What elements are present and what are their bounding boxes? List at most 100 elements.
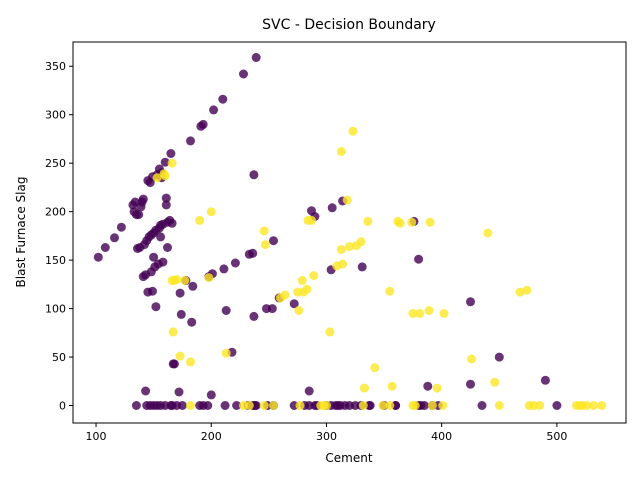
y-tick-label: 50 <box>52 351 66 364</box>
data-point-class-0 <box>249 311 259 321</box>
data-point-class-1 <box>204 273 214 283</box>
data-point-class-1 <box>269 401 278 410</box>
x-tick-label: 400 <box>431 430 452 443</box>
data-point-class-1 <box>410 401 420 410</box>
data-point-class-0 <box>249 170 259 180</box>
data-point-class-1 <box>408 309 418 318</box>
y-axis-ticks: 0 50 100 150 200 250 300 350 <box>45 60 73 413</box>
data-point-class-1 <box>180 276 190 285</box>
data-point-class-0 <box>239 69 248 79</box>
data-point-class-1 <box>425 217 435 227</box>
data-point-class-0 <box>174 387 184 397</box>
data-point-class-0 <box>166 149 176 158</box>
data-point-class-1 <box>186 401 195 410</box>
x-axis-label: Cement <box>325 451 372 465</box>
data-point-class-1 <box>432 383 442 393</box>
y-tick-label: 150 <box>45 254 66 267</box>
data-point-class-1 <box>167 158 177 168</box>
data-point-class-1 <box>244 401 254 410</box>
data-point-class-0 <box>187 317 197 327</box>
data-point-class-0 <box>110 233 119 243</box>
data-point-class-1 <box>395 218 405 228</box>
data-point-class-0 <box>134 210 144 220</box>
data-point-class-0 <box>131 401 141 410</box>
y-tick-label: 200 <box>45 206 66 219</box>
data-point-class-0 <box>206 390 216 400</box>
y-tick-label: 100 <box>45 303 66 316</box>
data-point-class-0 <box>169 359 179 369</box>
data-point-class-0 <box>186 136 195 146</box>
data-point-class-0 <box>175 288 185 298</box>
data-point-class-0 <box>540 375 550 385</box>
data-point-class-0 <box>220 401 230 410</box>
data-point-class-0 <box>177 401 187 410</box>
data-point-class-1 <box>195 215 205 225</box>
data-point-class-0 <box>198 119 208 129</box>
data-point-class-0 <box>151 302 161 312</box>
data-point-class-1 <box>152 173 162 183</box>
data-point-class-1 <box>186 357 195 367</box>
data-point-class-1 <box>385 286 395 296</box>
data-point-class-1 <box>385 401 395 410</box>
data-point-class-1 <box>427 401 437 410</box>
data-point-class-0 <box>477 401 487 410</box>
data-point-class-1 <box>363 216 373 226</box>
data-point-class-1 <box>360 383 369 393</box>
data-point-class-1 <box>483 228 493 238</box>
data-point-class-0 <box>176 309 186 319</box>
data-point-class-1 <box>370 363 380 373</box>
x-tick-label: 100 <box>86 430 107 443</box>
data-point-class-1 <box>575 401 585 410</box>
data-point-class-1 <box>467 354 477 364</box>
chart-title: SVC - Decision Boundary <box>262 17 436 33</box>
data-point-class-1 <box>336 245 346 254</box>
x-tick-label: 300 <box>316 430 337 443</box>
y-tick-label: 300 <box>45 109 66 122</box>
data-point-class-0 <box>100 243 110 252</box>
data-point-class-1 <box>589 401 599 410</box>
data-point-class-1 <box>206 207 216 217</box>
data-point-class-1 <box>407 217 417 227</box>
data-point-class-0 <box>138 194 148 204</box>
data-point-class-1 <box>535 401 545 410</box>
data-point-class-1 <box>415 309 425 318</box>
data-point-class-0 <box>414 254 424 264</box>
data-point-class-0 <box>219 264 229 274</box>
y-tick-label: 250 <box>45 157 66 170</box>
data-point-class-1 <box>336 147 346 156</box>
data-point-class-1 <box>259 401 269 410</box>
data-point-class-1 <box>280 290 290 300</box>
data-point-class-0 <box>466 297 475 307</box>
data-point-class-0 <box>93 252 103 262</box>
data-point-class-1 <box>348 126 358 136</box>
data-point-class-0 <box>494 352 504 362</box>
data-point-class-1 <box>338 259 348 269</box>
data-point-class-0 <box>230 258 240 268</box>
data-point-class-0 <box>251 401 261 410</box>
data-point-class-0 <box>552 401 562 410</box>
data-point-class-1 <box>260 240 270 250</box>
data-point-class-1 <box>358 401 368 410</box>
data-point-class-0 <box>423 381 433 391</box>
data-point-class-1 <box>259 226 269 236</box>
data-point-class-0 <box>218 94 228 104</box>
data-point-class-1 <box>387 381 397 391</box>
data-points <box>93 53 607 410</box>
data-point-class-0 <box>148 286 157 296</box>
data-point-class-0 <box>156 232 166 242</box>
data-point-class-1 <box>175 351 185 361</box>
data-point-class-1 <box>490 377 500 387</box>
plot-frame <box>72 41 627 424</box>
x-tick-label: 200 <box>201 430 222 443</box>
data-point-class-1 <box>307 215 316 225</box>
data-point-class-1 <box>597 401 607 410</box>
data-point-class-1 <box>168 327 178 337</box>
data-point-class-1 <box>160 171 170 181</box>
data-point-class-0 <box>116 222 126 232</box>
data-point-class-0 <box>149 252 159 262</box>
data-point-class-0 <box>289 299 299 309</box>
y-axis-label: Blast Furnace Slag <box>14 177 28 288</box>
x-tick-label: 500 <box>546 430 567 443</box>
data-point-class-1 <box>294 306 304 315</box>
data-point-class-1 <box>172 275 182 284</box>
